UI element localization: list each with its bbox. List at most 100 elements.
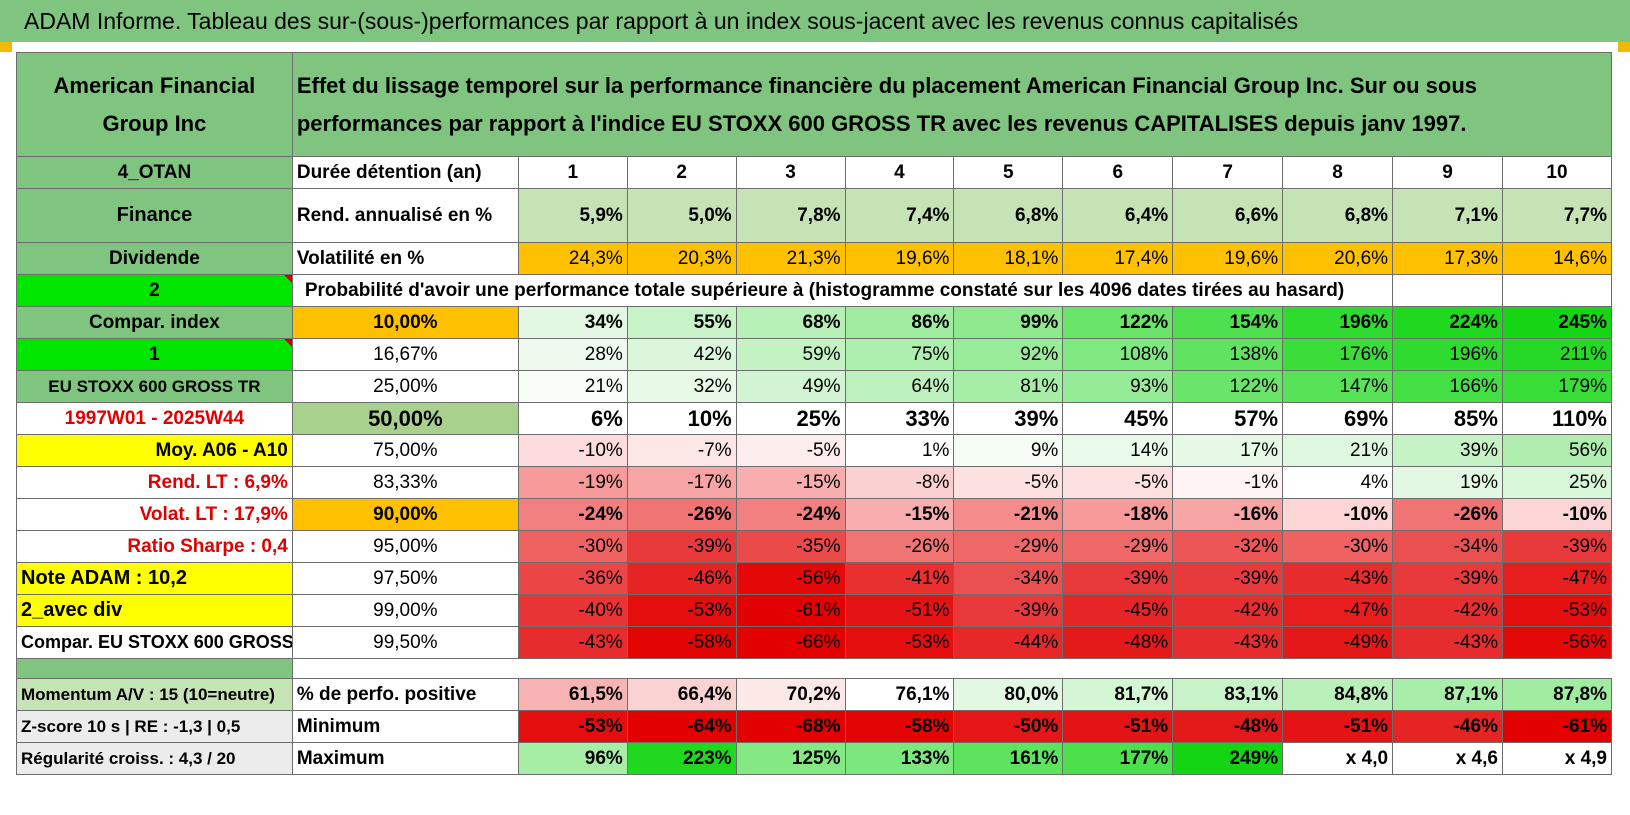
value-cell: -39% [1501,530,1613,563]
value-cell: -30% [517,530,628,563]
stats-value: 66,4% [626,678,737,711]
value-cell: 57% [1172,402,1284,435]
stats-value: 61,5% [517,678,628,711]
value-cell: -39% [1392,562,1503,595]
table-row: 4_OTAN Durée détention (an) 1 2 3 4 5 6 7 8 9 10 [16,156,1613,189]
value-cell: 196% [1282,306,1394,339]
row-sublabel: 25,00% [291,370,519,403]
value-cell: 10% [626,402,737,435]
row-sublabel: 10,00% [291,306,519,339]
value-cell: 19,6% [844,242,955,275]
stats-value: -51% [1062,710,1174,743]
row-label: EU STOXX 600 GROSS TR [16,370,293,403]
stats-label: Momentum A/V : 15 (10=neutre) [16,678,293,711]
value-cell: 176% [1282,338,1394,371]
row-sublabel: 50,00% [291,402,519,435]
spacer-cell [16,658,293,679]
value-cell: 68% [735,306,846,339]
value-cell: -51% [844,594,955,627]
asset-name: American Financial Group Inc [16,52,293,157]
value-cell: 69% [1282,402,1394,435]
value-cell: -43% [1282,562,1394,595]
value-cell: 32% [626,370,737,403]
stats-label: Régularité croiss. : 4,3 / 20 [16,742,293,775]
stats-value: -50% [953,710,1064,743]
value-cell: 24,3% [517,242,628,275]
value-cell: -40% [517,594,628,627]
row-label: 1 [16,338,293,371]
value-cell: 7,1% [1392,188,1503,243]
table-row: Compar. index 10,00% 34% 55% 68% 86% 99% 122% 15… [16,306,1613,339]
value-cell: -43% [1172,626,1284,659]
value-cell: -34% [953,562,1064,595]
value-cell: -26% [1392,498,1503,531]
value-cell: 4% [1282,466,1394,499]
table-row: 1997W01 - 2025W44 50,00% 6% 10% 25% 33% 39% 45%… [16,402,1613,435]
row-sublabel: 97,50% [291,562,519,595]
value-cell: -29% [953,530,1064,563]
value-cell: 211% [1501,338,1613,371]
value-cell: 14% [1062,434,1174,467]
value-cell: -53% [626,594,737,627]
value-cell: 154% [1172,306,1284,339]
row-label: 1997W01 - 2025W44 [16,402,293,435]
value-cell: -42% [1172,594,1284,627]
value-cell: 75% [844,338,955,371]
value-cell: 17,4% [1062,242,1174,275]
stats-value: -58% [844,710,955,743]
row-label: Dividende [16,242,293,275]
row-label: Ratio Sharpe : 0,4 [16,530,293,563]
stats-value: 96% [517,742,628,775]
row-sublabel: 99,50% [291,626,519,659]
value-cell: -39% [1172,562,1284,595]
value-cell: 224% [1392,306,1503,339]
stats-value: x 4,0 [1282,742,1394,775]
value-cell: -41% [844,562,955,595]
row-sublabel: 99,00% [291,594,519,627]
value-cell: 28% [517,338,628,371]
value-cell: -10% [1501,498,1613,531]
value-cell: 6,8% [1282,188,1394,243]
stats-value: 223% [626,742,737,775]
value-cell: 39% [1392,434,1503,467]
row-label: Rend. LT : 6,9% [16,466,293,499]
stats-value: 87,8% [1501,678,1613,711]
value-cell: 108% [1062,338,1174,371]
value-cell: -46% [626,562,737,595]
value-cell: 33% [844,402,955,435]
value-cell: -7% [626,434,737,467]
corner-mark-right [1618,42,1630,52]
value-cell: 20,3% [626,242,737,275]
table-row: Rend. LT : 6,9% 83,33% -19% -17% -15% -8% -5% -… [16,466,1613,499]
value-cell: 14,6% [1501,242,1613,275]
value-cell: -61% [735,594,846,627]
value-cell: 7,4% [844,188,955,243]
value-cell: -34% [1392,530,1503,563]
value-cell: 179% [1501,370,1613,403]
table-row: Moy. A06 - A10 75,00% -10% -7% -5% 1% 9% 14% 17%… [16,434,1613,467]
value-cell: -15% [735,466,846,499]
report-title: ADAM Informe. Tableau des sur-(sous-)per… [24,8,1299,34]
value-cell: -16% [1172,498,1284,531]
value-cell: 245% [1501,306,1613,339]
value-cell: 7,8% [735,188,846,243]
value-cell: 25% [1501,466,1613,499]
value-cell: 81% [953,370,1064,403]
value-cell: 1% [844,434,955,467]
table-row: 2 Probabilité d'avoir une performance tot… [16,274,1613,307]
value-cell: -53% [1501,594,1613,627]
row-sublabel: 95,00% [291,530,519,563]
value-cell: 20,6% [1282,242,1394,275]
row-label: 4_OTAN [16,156,293,189]
row-sublabel: Volatilité en % [291,242,519,275]
value-cell: -5% [735,434,846,467]
stats-value: 249% [1172,742,1284,775]
value-cell: 147% [1282,370,1394,403]
value-cell: -39% [1062,562,1174,595]
value-cell: -53% [844,626,955,659]
value-cell: -5% [1062,466,1174,499]
stats-value: -46% [1392,710,1503,743]
value-cell: -43% [517,626,628,659]
table-row: 2_avec div 99,00% -40% -53% -61% -51% -39% -45%… [16,594,1613,627]
stats-value: 76,1% [844,678,955,711]
